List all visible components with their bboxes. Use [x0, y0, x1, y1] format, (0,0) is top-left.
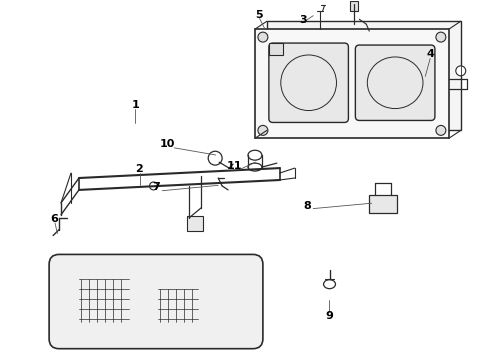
Circle shape — [258, 125, 268, 135]
FancyBboxPatch shape — [355, 45, 435, 121]
Text: 9: 9 — [325, 311, 333, 321]
Ellipse shape — [323, 280, 336, 289]
Ellipse shape — [248, 150, 262, 160]
Circle shape — [149, 182, 157, 190]
Bar — [269, 43, 283, 55]
Circle shape — [456, 66, 466, 76]
Text: 7: 7 — [152, 182, 160, 192]
Text: 1: 1 — [131, 100, 139, 110]
Text: 3: 3 — [300, 15, 307, 25]
Bar — [187, 216, 203, 231]
Text: 11: 11 — [226, 161, 242, 171]
Bar — [267, 21, 461, 130]
Text: 10: 10 — [159, 139, 175, 149]
Text: 6: 6 — [50, 213, 58, 224]
Circle shape — [258, 32, 268, 42]
Text: 2: 2 — [135, 164, 143, 174]
Ellipse shape — [248, 163, 262, 171]
Circle shape — [436, 32, 446, 42]
Bar — [369, 195, 397, 213]
Bar — [255, 29, 449, 138]
FancyBboxPatch shape — [49, 255, 263, 349]
Text: 5: 5 — [255, 10, 263, 20]
FancyBboxPatch shape — [269, 43, 348, 122]
Text: 8: 8 — [303, 201, 311, 211]
Circle shape — [208, 151, 222, 165]
Bar — [350, 1, 358, 11]
Text: 4: 4 — [426, 49, 434, 59]
Circle shape — [436, 125, 446, 135]
